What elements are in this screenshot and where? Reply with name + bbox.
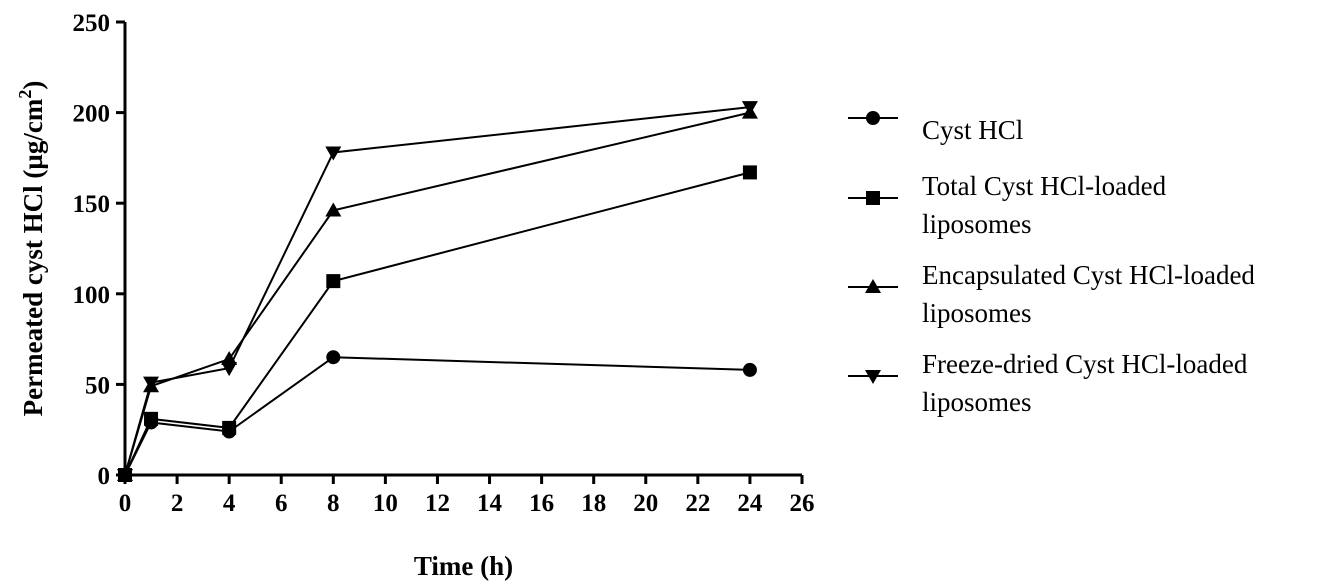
legend-label: Total Cyst HCl-loaded: [922, 171, 1167, 201]
data-point: [326, 350, 341, 365]
x-tick-label: 24: [737, 490, 763, 517]
legend-label: Freeze-dried Cyst HCl-loaded: [922, 349, 1248, 379]
y-axis-title-end: ): [18, 81, 48, 90]
series-line: [124, 356, 750, 476]
x-tick-label: 14: [477, 490, 503, 517]
x-tick-label: 8: [327, 490, 340, 517]
x-tick-label: 2: [171, 490, 184, 517]
legend-marker: [865, 279, 881, 293]
y-axis-title-superscript: 2: [15, 90, 35, 99]
y-axis-title-main: Permeated cyst HCl (µg/cm: [18, 98, 48, 416]
series-line: [124, 106, 751, 476]
legend-entry: Cyst HCl: [848, 111, 1023, 145]
data-point: [325, 146, 342, 161]
legend-entry: Encapsulated Cyst HCl-loaded liposomes: [848, 260, 1255, 328]
data-point: [117, 469, 133, 483]
data-point: [742, 362, 757, 377]
legend-marker: [866, 111, 880, 125]
y-tick-label: 250: [73, 10, 111, 37]
series-line: [124, 111, 751, 476]
legend-label: liposomes: [922, 298, 1032, 328]
axes: [123, 22, 802, 477]
x-tick-label: 6: [275, 490, 288, 517]
y-tick-label: 100: [73, 282, 111, 309]
x-tick-label: 20: [633, 490, 658, 517]
series-4: [117, 101, 758, 483]
data-point: [143, 376, 160, 391]
data-point: [144, 411, 159, 426]
legend-entry: Freeze-dried Cyst HCl-loaded liposomes: [848, 349, 1248, 417]
legend-entry: Total Cyst HCl-loaded liposomes: [848, 171, 1167, 239]
series-3: [117, 104, 758, 481]
legend-marker: [865, 370, 881, 384]
legend-label: liposomes: [922, 209, 1032, 239]
legend-label: liposomes: [922, 387, 1032, 417]
x-tick-label: 10: [373, 490, 398, 517]
data-point: [325, 202, 342, 217]
x-axis-title: Time (h): [414, 551, 513, 581]
data-point: [742, 165, 757, 180]
x-tick-label: 26: [790, 490, 815, 517]
legend-marker: [866, 191, 880, 205]
x-tick-label: 0: [119, 490, 132, 517]
series-2: [118, 165, 757, 482]
x-tick-label: 18: [581, 490, 606, 517]
y-tick-label: 200: [73, 101, 111, 128]
y-axis-title: Permeated cyst HCl (µg/cm2): [15, 81, 48, 417]
data-point: [222, 420, 237, 435]
y-tick-label: 150: [73, 191, 111, 218]
series-group: [117, 101, 758, 483]
x-tick-label: 4: [223, 490, 236, 517]
data-point: [741, 101, 758, 116]
data-point: [221, 362, 238, 377]
x-tick-label: 16: [529, 490, 554, 517]
y-tick-label: 50: [85, 372, 110, 399]
x-tick-label: 12: [425, 490, 450, 517]
y-tick-label: 0: [98, 463, 111, 490]
legend-label: Cyst HCl: [922, 115, 1023, 145]
legend-label: Encapsulated Cyst HCl-loaded: [922, 260, 1255, 290]
data-point: [326, 274, 341, 289]
x-tick-label: 22: [685, 490, 710, 517]
